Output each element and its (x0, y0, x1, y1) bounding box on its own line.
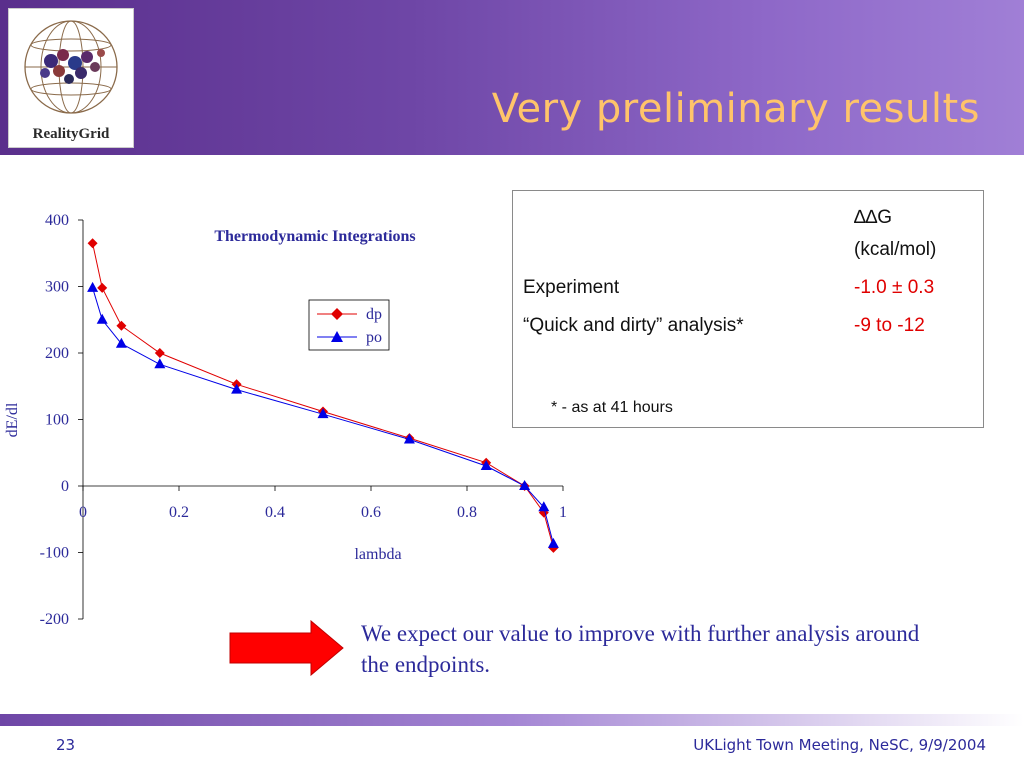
footer-text: UKLight Town Meeting, NeSC, 9/9/2004 (693, 736, 986, 754)
table-footnote: * - as at 41 hours (551, 399, 673, 416)
series-po-point (317, 408, 329, 419)
series-po-point (403, 433, 415, 444)
thermodynamic-chart: 400 300 200 100 0 -100 -200 0 0.2 0.4 0.6 0.8 1 Ther… (4, 212, 567, 628)
row-quick-analysis-value: -9 to -12 (854, 315, 925, 336)
y-tick-label: 100 (45, 412, 69, 429)
realitygrid-logo: RealityGrid (8, 8, 134, 148)
x-tick-label: 0.4 (265, 504, 285, 521)
x-tick-label: 1 (559, 504, 567, 521)
row-experiment-value: -1.0 ± 0.3 (854, 277, 935, 298)
chart-series (87, 238, 559, 553)
series-po-point (231, 383, 243, 394)
series-dp-point (154, 348, 165, 358)
series-po-point (154, 358, 166, 369)
legend-dp-marker (331, 308, 343, 320)
x-tick-label: 0.6 (361, 504, 381, 521)
y-tick-label: 400 (45, 212, 69, 229)
series-po-point (547, 537, 559, 548)
table-header-delta-g: ∆∆G (854, 207, 893, 228)
y-tick-label: -100 (40, 545, 69, 562)
y-tick-label: 300 (45, 279, 69, 296)
series-po-point (87, 281, 99, 292)
y-tick-label: -200 (40, 611, 69, 628)
series-po-point (538, 501, 550, 512)
x-tick-label: 0 (79, 504, 87, 521)
conclusion-text: We expect our value to improve with furt… (361, 621, 920, 677)
series-dp-point (116, 320, 127, 331)
title-bar: RealityGrid Very preliminary results (0, 0, 1024, 155)
legend-dp-label: dp (366, 306, 382, 323)
globe-icon (24, 20, 118, 114)
chart-axes: 400 300 200 100 0 -100 -200 0 0.2 0.4 0.6 0.8 1 (40, 212, 567, 628)
series-dp-point (87, 238, 98, 249)
results-table: ∆∆G (kcal/mol) Experiment -1.0 ± 0.3 “Qu… (512, 190, 984, 428)
series-dp-line (92, 243, 554, 548)
y-tick-label: 0 (61, 478, 69, 495)
y-tick-label: 200 (45, 345, 69, 362)
x-tick-label: 0.8 (457, 504, 477, 521)
series-po-point (519, 480, 531, 490)
right-arrow-icon (229, 620, 344, 676)
table-header-unit: (kcal/mol) (854, 239, 937, 260)
legend-po-label: po (366, 329, 382, 346)
x-axis-label: lambda (354, 546, 401, 563)
logo-text: RealityGrid (32, 126, 110, 142)
row-experiment-label: Experiment (523, 277, 620, 298)
footer-bar (0, 714, 1024, 726)
row-quick-analysis-label: “Quick and dirty” analysis* (523, 315, 744, 336)
series-dp-point (97, 282, 108, 293)
x-tick-label: 0.2 (169, 504, 189, 521)
series-po-point (115, 337, 127, 348)
legend-po-marker (331, 331, 343, 342)
chart-title: Thermodynamic Integrations (214, 228, 415, 245)
page-number: 23 (56, 736, 76, 754)
y-axis-label: dE/dl (4, 402, 21, 437)
slide-title: Very preliminary results (491, 86, 980, 132)
series-po-point (480, 460, 492, 471)
series-po-point (96, 313, 108, 324)
chart-legend: dp po (308, 299, 390, 351)
